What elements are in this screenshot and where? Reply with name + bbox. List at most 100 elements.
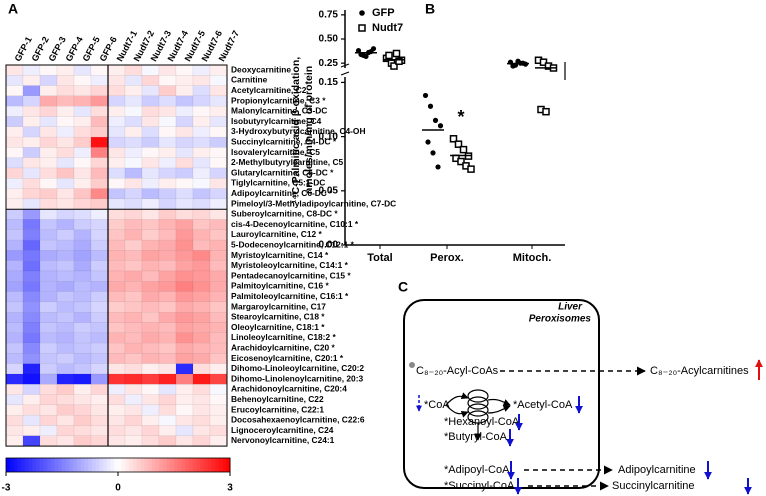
heat-cell bbox=[22, 312, 41, 323]
heat-cell bbox=[56, 116, 75, 127]
heat-cell bbox=[39, 281, 58, 292]
heat-cell bbox=[107, 384, 126, 395]
heat-cell bbox=[158, 178, 177, 189]
heat-cell bbox=[192, 64, 211, 76]
heat-cell bbox=[141, 136, 160, 148]
node: C₈₋₂₀-Acylcarnitines bbox=[650, 365, 749, 377]
row-label: Carnitine bbox=[231, 75, 268, 85]
heat-cell bbox=[209, 332, 228, 344]
colorbar-step bbox=[69, 458, 74, 472]
colorbar-step bbox=[151, 458, 156, 472]
heat-cell bbox=[209, 178, 228, 189]
heat-cell bbox=[124, 435, 143, 447]
heat-cell bbox=[141, 85, 160, 97]
heat-cell bbox=[175, 239, 194, 251]
heat-cell bbox=[5, 342, 24, 354]
heat-cell bbox=[209, 415, 228, 426]
data-point bbox=[385, 51, 393, 60]
heat-cell bbox=[209, 384, 228, 395]
heat-cell bbox=[124, 106, 143, 117]
heat-cell bbox=[175, 188, 194, 200]
heat-cell bbox=[175, 342, 194, 354]
heat-cell bbox=[209, 394, 228, 406]
colorbar-label: 3 bbox=[227, 483, 233, 494]
heat-cell bbox=[22, 394, 41, 406]
heat-cell bbox=[73, 116, 92, 127]
data-point bbox=[467, 165, 475, 173]
colorbar-step bbox=[106, 458, 112, 472]
data-point bbox=[515, 58, 521, 64]
y-axis-label: nmoles/min/mg of protein bbox=[303, 66, 315, 194]
heat-cell bbox=[39, 435, 58, 447]
heat-cell bbox=[90, 250, 109, 261]
heat-cell bbox=[39, 147, 58, 158]
heat-cell bbox=[5, 116, 24, 127]
colorbar-step bbox=[73, 458, 78, 472]
heat-cell bbox=[73, 301, 92, 313]
heat-cell bbox=[192, 167, 211, 179]
heat-cell bbox=[56, 209, 75, 220]
heat-cell bbox=[56, 198, 75, 210]
heat-cell bbox=[141, 404, 160, 416]
row-label: Isovalerylcarnitine, C5 bbox=[231, 147, 320, 157]
heat-cell bbox=[39, 85, 58, 97]
heat-cell bbox=[73, 281, 92, 292]
colorbar-step bbox=[103, 458, 108, 472]
heat-cell bbox=[124, 394, 143, 406]
heat-cell bbox=[209, 136, 228, 148]
heat-cell bbox=[73, 435, 92, 447]
heat-cell bbox=[124, 64, 143, 76]
node: *Acetyl-CoA bbox=[513, 399, 573, 411]
colorbar-step bbox=[50, 458, 56, 472]
row-label: Lauroylcarnitine, C12 * bbox=[231, 229, 322, 239]
heat-cell bbox=[22, 342, 41, 354]
heat-cell bbox=[22, 167, 41, 179]
heat-cell bbox=[124, 373, 143, 385]
colorbar-step bbox=[20, 458, 26, 472]
heat-cell bbox=[124, 126, 143, 138]
heat-cell bbox=[107, 373, 126, 385]
heat-cell bbox=[22, 209, 41, 220]
heat-cell bbox=[22, 322, 41, 333]
row-label: 2-Methylbutyrylcarnitine, C5 bbox=[231, 157, 344, 167]
heat-cell bbox=[124, 95, 143, 107]
node: *CoA bbox=[424, 399, 450, 411]
heat-cell bbox=[124, 147, 143, 158]
heat-cell bbox=[209, 342, 228, 354]
heat-cell bbox=[158, 75, 177, 86]
row-label: Pimeloyl/3-Methyladipoylcarnitine, C7-DC bbox=[231, 198, 396, 208]
colorbar-step bbox=[170, 458, 175, 472]
heat-cell bbox=[90, 147, 109, 158]
heat-cell bbox=[141, 435, 160, 447]
heat-cell bbox=[22, 415, 41, 426]
heat-cell bbox=[22, 270, 41, 282]
heat-cell bbox=[5, 126, 24, 138]
heat-cell bbox=[56, 322, 75, 333]
heat-cell bbox=[22, 281, 41, 292]
heat-cell bbox=[141, 332, 160, 344]
colorbar-step bbox=[222, 458, 227, 472]
heat-cell bbox=[141, 64, 160, 76]
heat-cell bbox=[90, 229, 109, 241]
heat-cell bbox=[192, 178, 211, 189]
heat-cell bbox=[192, 363, 211, 375]
heat-cell bbox=[175, 435, 194, 447]
colorbar-step bbox=[9, 458, 14, 472]
heat-cell bbox=[22, 425, 41, 436]
panel-label: C bbox=[398, 279, 408, 295]
colorbar-step bbox=[125, 458, 130, 472]
peroxisome-box bbox=[403, 299, 600, 489]
row-label: Dihomo-Linoleoylcarnitine, C20:2 bbox=[231, 363, 364, 373]
heat-cell bbox=[141, 209, 160, 220]
heat-cell bbox=[175, 229, 194, 241]
heat-cell bbox=[192, 425, 211, 436]
heat-cell bbox=[107, 260, 126, 272]
heat-cell bbox=[141, 116, 160, 127]
heat-cell bbox=[175, 373, 194, 385]
heat-cell bbox=[56, 95, 75, 107]
heat-cell bbox=[73, 312, 92, 323]
heat-cell bbox=[141, 250, 160, 261]
heat-cell bbox=[39, 198, 58, 210]
y-tick-label: 0.05 bbox=[319, 185, 339, 196]
heat-cell bbox=[158, 353, 177, 364]
